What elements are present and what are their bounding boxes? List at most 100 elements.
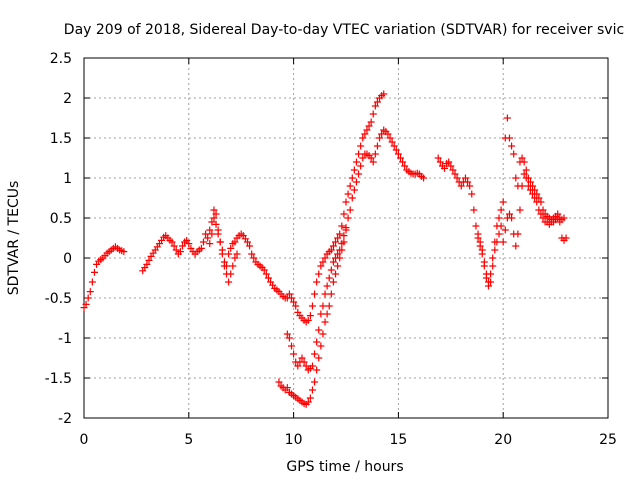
data-point xyxy=(470,206,478,214)
x-tick-label: 25 xyxy=(599,432,617,448)
data-point xyxy=(262,270,270,278)
data-point xyxy=(338,240,346,248)
y-tick-label: 0 xyxy=(63,251,72,267)
data-point xyxy=(464,178,472,186)
data-point xyxy=(90,268,98,276)
data-point xyxy=(225,250,233,258)
data-point xyxy=(329,242,337,250)
data-point xyxy=(288,342,296,350)
data-point xyxy=(445,158,453,166)
data-point xyxy=(285,334,293,342)
data-series-2 xyxy=(206,126,428,408)
data-point xyxy=(441,164,449,172)
data-point xyxy=(526,186,534,194)
data-point xyxy=(508,214,516,222)
data-point xyxy=(436,158,444,166)
data-point xyxy=(352,158,360,166)
y-axis-label: SDTVAR / TECUs xyxy=(6,181,22,296)
data-point xyxy=(512,242,520,250)
data-point xyxy=(179,242,187,250)
data-point xyxy=(313,338,321,346)
data-point xyxy=(420,174,428,182)
data-point xyxy=(468,190,476,198)
data-point xyxy=(204,234,212,242)
plot-frame xyxy=(83,57,609,419)
data-point xyxy=(315,354,323,362)
data-point xyxy=(399,158,407,166)
data-point xyxy=(485,282,493,290)
data-point xyxy=(172,246,180,254)
data-point xyxy=(168,238,176,246)
data-point xyxy=(319,330,327,338)
data-point xyxy=(292,302,300,310)
data-point xyxy=(311,290,319,298)
data-point xyxy=(308,362,316,370)
data-point xyxy=(315,270,323,278)
data-point xyxy=(340,210,348,218)
data-point xyxy=(329,278,337,286)
data-point xyxy=(325,302,333,310)
data-points-layer xyxy=(80,90,570,408)
data-point xyxy=(214,226,222,234)
data-point xyxy=(363,126,371,134)
data-point xyxy=(495,214,503,222)
data-point xyxy=(529,190,537,198)
data-point xyxy=(560,214,568,222)
data-point xyxy=(82,300,90,308)
data-point xyxy=(373,98,381,106)
data-point xyxy=(275,378,283,386)
data-point xyxy=(346,182,354,190)
data-point xyxy=(514,230,522,238)
data-point xyxy=(313,278,321,286)
data-point xyxy=(283,330,291,338)
data-point xyxy=(342,198,350,206)
y-tick-labels: -2 -1.5 -1 -0.5 0 0.5 1 1.5 2 2.5 xyxy=(45,51,72,427)
data-point xyxy=(434,154,442,162)
data-point xyxy=(308,302,316,310)
data-point xyxy=(348,194,356,202)
data-point xyxy=(206,240,214,248)
data-point xyxy=(246,242,254,250)
data-point xyxy=(493,238,501,246)
data-point xyxy=(220,262,228,270)
data-point xyxy=(202,230,210,238)
data-point xyxy=(497,222,505,230)
data-point xyxy=(449,166,457,174)
data-point xyxy=(212,220,220,228)
data-point xyxy=(520,158,528,166)
data-point xyxy=(562,234,570,242)
data-point xyxy=(539,214,547,222)
data-point xyxy=(491,246,499,254)
data-point xyxy=(170,242,178,250)
data-point xyxy=(503,114,511,122)
data-point xyxy=(231,254,239,262)
data-point xyxy=(336,230,344,238)
y-tick-label: 1.5 xyxy=(50,131,72,147)
tick-layer xyxy=(83,57,609,419)
data-point xyxy=(453,174,461,182)
data-point xyxy=(499,238,507,246)
x-tick-label: 15 xyxy=(389,432,407,448)
data-point xyxy=(185,240,193,248)
data-point xyxy=(321,254,329,262)
data-point xyxy=(522,166,530,174)
data-point xyxy=(86,288,94,296)
data-point xyxy=(516,206,524,214)
data-point xyxy=(518,182,526,190)
data-point xyxy=(332,254,340,262)
data-point xyxy=(355,150,363,158)
data-point xyxy=(231,238,239,246)
data-point xyxy=(264,274,272,282)
data-point xyxy=(482,270,490,278)
data-point xyxy=(208,230,216,238)
data-point xyxy=(319,258,327,266)
data-point xyxy=(218,250,226,258)
data-point xyxy=(227,270,235,278)
data-point xyxy=(396,154,404,162)
data-point xyxy=(250,254,258,262)
data-point xyxy=(325,274,333,282)
data-point xyxy=(373,142,381,150)
x-axis-label: GPS time / hours xyxy=(286,459,403,475)
data-series-3 xyxy=(283,224,350,374)
data-point xyxy=(302,362,310,370)
